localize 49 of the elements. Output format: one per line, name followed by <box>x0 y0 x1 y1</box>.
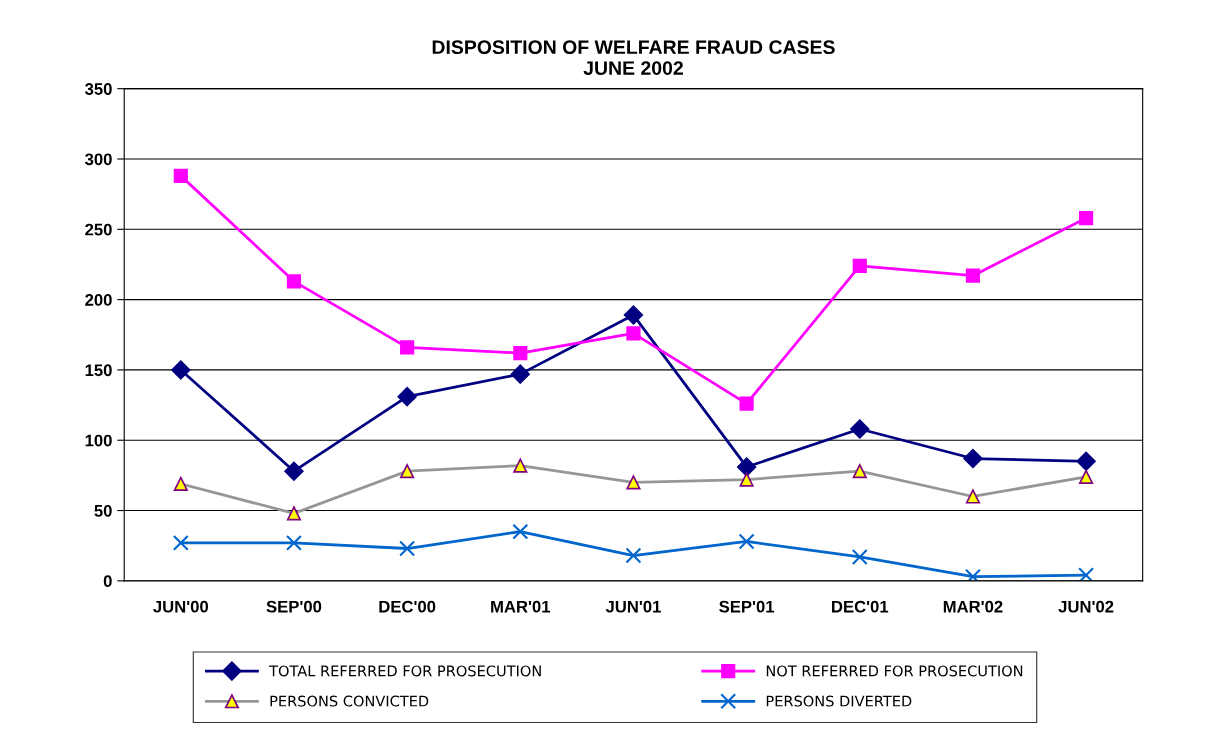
x-tick-label: SEP'01 <box>719 600 775 613</box>
point <box>171 360 191 380</box>
point <box>736 457 757 477</box>
y-tick-label: 50 <box>94 504 112 517</box>
point <box>173 168 188 183</box>
point <box>965 268 981 283</box>
point <box>623 305 644 325</box>
point <box>172 534 189 551</box>
point <box>964 568 981 581</box>
y-tick-label: 300 <box>85 153 112 166</box>
x-tick-label: DEC'01 <box>832 600 889 613</box>
point <box>1079 210 1094 226</box>
x-tick-label: JUN'02 <box>1058 600 1114 613</box>
y-tick-label: 0 <box>103 575 112 588</box>
point <box>625 547 642 564</box>
point <box>512 523 529 540</box>
point <box>852 258 867 273</box>
y-tick-label: 150 <box>85 364 112 377</box>
legend-label: NOT REFERRED FOR PROSECUTION <box>766 665 1023 677</box>
point <box>399 540 416 557</box>
point <box>1076 451 1096 472</box>
point <box>850 419 870 439</box>
x-tick-label: MAR'02 <box>943 600 1003 613</box>
x-tick-label: JUN'01 <box>605 600 661 613</box>
y-tick-label: 200 <box>85 294 112 306</box>
point <box>510 364 530 384</box>
point <box>626 326 641 341</box>
point <box>513 345 528 361</box>
point <box>286 274 302 289</box>
point <box>284 461 304 481</box>
y-tick-label: 100 <box>85 434 112 447</box>
y-tick-label: 250 <box>85 223 112 236</box>
y-tick-label: 350 <box>85 83 112 95</box>
x-tick-label: JUN'00 <box>153 600 209 613</box>
chart-title: DISPOSITION OF WELFARE FRAUD CASES JUNE 2002 <box>432 40 835 75</box>
legend-label: TOTAL REFERRED FOR PROSECUTION <box>269 665 541 677</box>
legend-label: PERSONS DIVERTED <box>766 695 912 707</box>
x-tick-label: MAR'01 <box>491 600 551 613</box>
point <box>739 396 754 411</box>
point <box>400 340 415 355</box>
x-tick-label: SEP'00 <box>266 600 322 613</box>
point <box>397 386 417 407</box>
point <box>851 548 868 565</box>
point <box>963 448 983 469</box>
point <box>1078 567 1095 581</box>
point <box>285 534 302 551</box>
point <box>738 533 755 550</box>
legend-label: PERSONS CONVICTED <box>270 695 429 707</box>
x-tick-label: DEC'00 <box>379 600 436 613</box>
